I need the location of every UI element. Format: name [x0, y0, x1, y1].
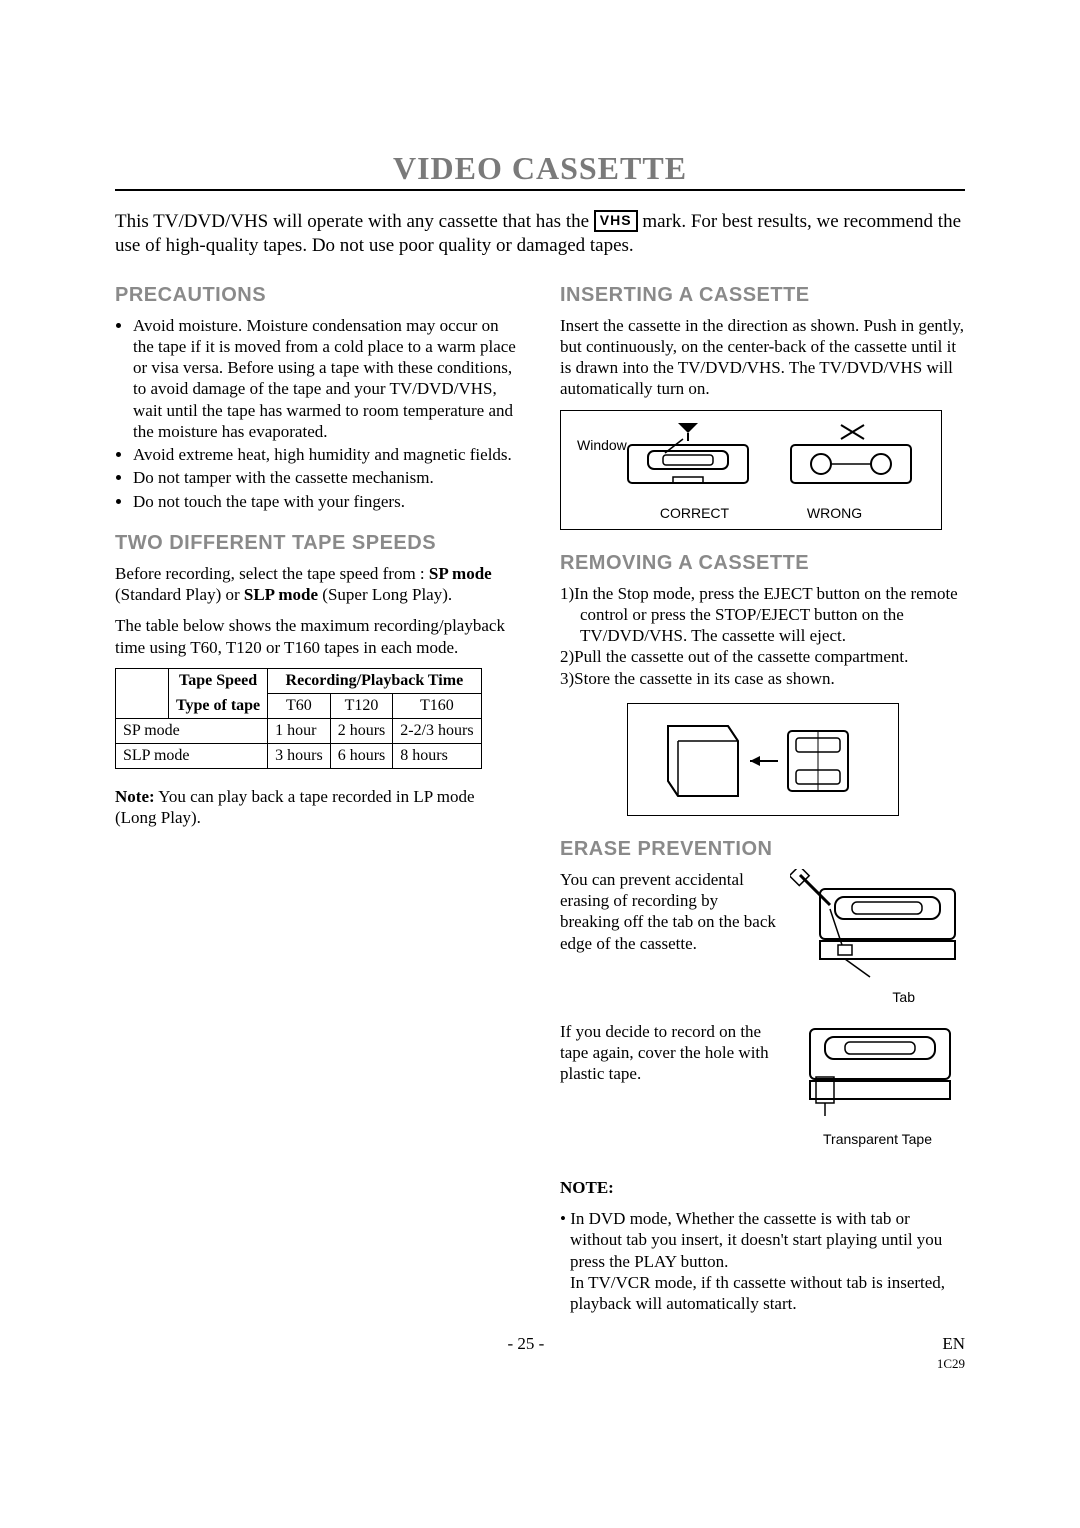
cassette-wrong-icon — [786, 423, 916, 495]
precautions-heading: PRECAUTIONS — [115, 284, 520, 307]
tapespeed-p1: Before recording, select the tape speed … — [115, 563, 520, 606]
th-col: T60 — [268, 693, 331, 718]
cassette-case-icon — [638, 716, 868, 802]
precautions-list: Avoid moisture. Moisture condensation ma… — [115, 315, 520, 512]
tapespeed-heading: TWO DIFFERENT TAPE SPEEDS — [115, 532, 520, 555]
list-item: Avoid moisture. Moisture condensation ma… — [133, 315, 520, 443]
page-footer: - 25 - EN 1C29 — [115, 1334, 965, 1372]
note-label: Note: — [115, 787, 155, 806]
left-column: PRECAUTIONS Avoid moisture. Moisture con… — [115, 284, 520, 1315]
page-number: - 25 - — [508, 1334, 545, 1372]
window-label: Window — [577, 437, 627, 453]
th-time: Recording/Playback Time — [268, 668, 481, 693]
right-column: INSERTING A CASSETTE Insert the cassette… — [560, 284, 965, 1315]
list-item: Pull the cassette out of the cassette co… — [560, 646, 965, 667]
erase-tab-diagram: Tab — [790, 869, 965, 1005]
tapespeed-note: Note: You can play back a tape recorded … — [115, 786, 520, 829]
inserting-p: Insert the cassette in the direction as … — [560, 315, 965, 400]
table-row: SLP mode 3 hours 6 hours 8 hours — [116, 743, 482, 768]
row-label: SLP mode — [116, 743, 268, 768]
erase-p2: If you decide to record on the tape agai… — [560, 1021, 778, 1085]
cell: 2-2/3 hours — [393, 718, 481, 743]
text: Before recording, select the tape speed … — [115, 564, 429, 583]
bottom-note-label: NOTE: — [560, 1177, 965, 1198]
list-item: In the Stop mode, press the EJECT button… — [560, 583, 965, 647]
slp-mode-label: SLP mode — [244, 585, 318, 604]
tab-label: Tab — [790, 989, 965, 1005]
wrong-label: WRONG — [807, 505, 862, 521]
erase-heading: ERASE PREVENTION — [560, 838, 965, 861]
table-row: SP mode 1 hour 2 hours 2-2/3 hours — [116, 718, 482, 743]
sp-mode-label: SP mode — [429, 564, 492, 583]
th-speed: Tape Speed — [169, 668, 268, 693]
bottom-note-bullet: In DVD mode, Whether the cassette is wit… — [570, 1209, 942, 1271]
th-col: T160 — [393, 693, 481, 718]
cell: 1 hour — [268, 718, 331, 743]
cassette-tab-icon — [790, 869, 965, 989]
inserting-diagram: Window — [560, 410, 942, 530]
cassette-correct-icon — [623, 423, 753, 495]
text: (Super Long Play). — [318, 585, 452, 604]
cell: 3 hours — [268, 743, 331, 768]
th-type: Type of tape — [169, 693, 268, 718]
bottom-note-line2: In TV/VCR mode, if th cassette without t… — [570, 1273, 945, 1313]
text: (Standard Play) or — [115, 585, 244, 604]
list-item: Do not tamper with the cassette mechanis… — [133, 467, 520, 488]
inserting-heading: INSERTING A CASSETTE — [560, 284, 965, 307]
tapespeed-table: Tape Speed Recording/Playback Time Type … — [115, 668, 482, 769]
removing-heading: REMOVING A CASSETTE — [560, 552, 965, 575]
erase-tape-diagram: Transparent Tape — [790, 1021, 965, 1147]
removing-steps: In the Stop mode, press the EJECT button… — [560, 583, 965, 689]
note-text: You can play back a tape recorded in LP … — [115, 787, 475, 827]
list-item: Do not touch the tape with your fingers. — [133, 491, 520, 512]
storing-diagram — [627, 703, 899, 816]
th-col: T120 — [330, 693, 393, 718]
page-title: VIDEO CASSETTE — [115, 150, 965, 191]
tapespeed-p2: The table below shows the maximum record… — [115, 615, 520, 658]
bottom-note-body: • In DVD mode, Whether the cassette is w… — [560, 1208, 965, 1314]
vhs-mark-icon: VHS — [594, 210, 638, 232]
cell: 6 hours — [330, 743, 393, 768]
lang-code: EN — [942, 1334, 965, 1353]
note-bold: NOTE: — [560, 1178, 614, 1197]
tape-label: Transparent Tape — [790, 1131, 965, 1147]
cell: 2 hours — [330, 718, 393, 743]
intro-pre: This TV/DVD/VHS will operate with any ca… — [115, 211, 594, 232]
row-label: SP mode — [116, 718, 268, 743]
erase-section: You can prevent accidental erasing of re… — [560, 869, 965, 1147]
erase-p1: You can prevent accidental erasing of re… — [560, 869, 778, 954]
correct-label: CORRECT — [660, 505, 729, 521]
doc-code: 1C29 — [937, 1356, 965, 1372]
cassette-tape-icon — [790, 1021, 965, 1131]
list-item: Store the cassette in its case as shown. — [560, 668, 965, 689]
intro-paragraph: This TV/DVD/VHS will operate with any ca… — [115, 210, 965, 258]
list-item: Avoid extreme heat, high humidity and ma… — [133, 444, 520, 465]
cell: 8 hours — [393, 743, 481, 768]
